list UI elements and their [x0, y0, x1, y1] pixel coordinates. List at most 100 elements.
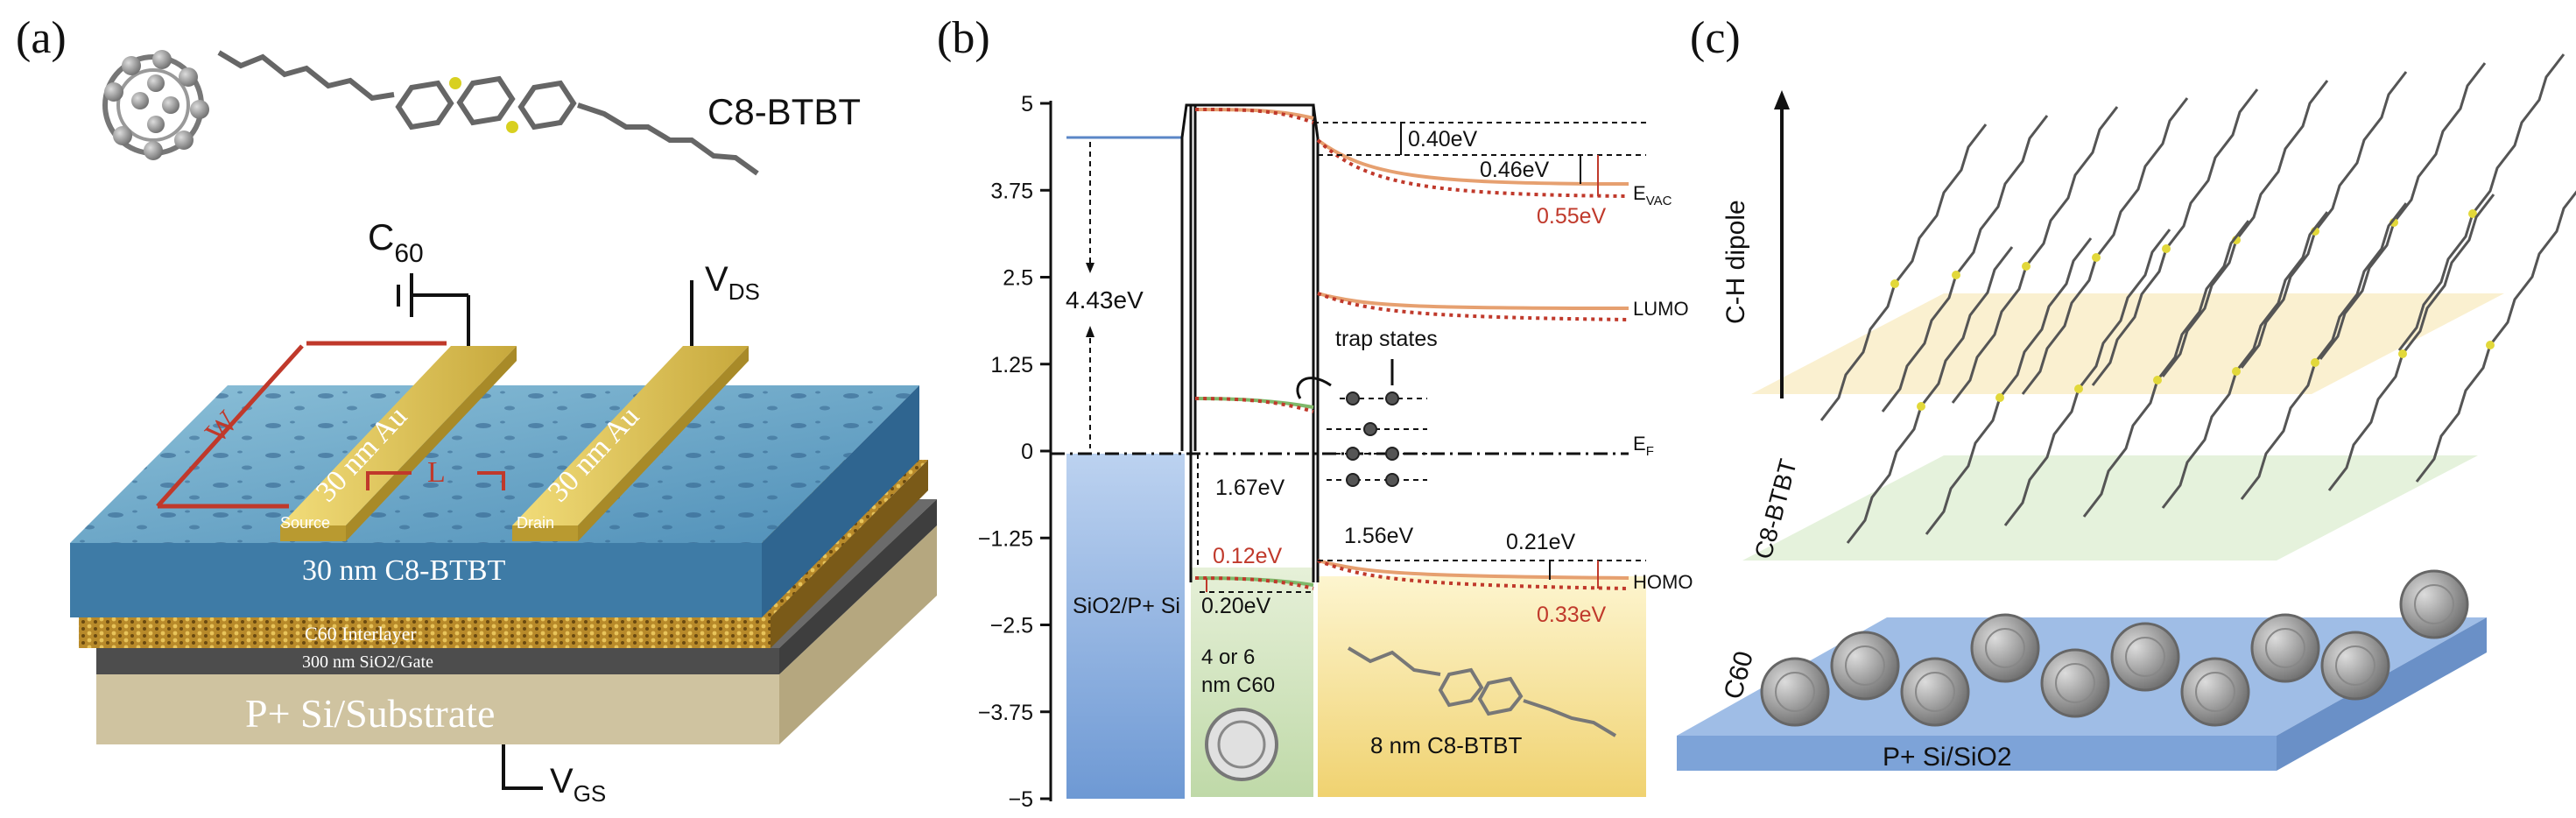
sulfur-atom-icon: [2022, 262, 2031, 271]
reference-dashes: [1200, 122, 1646, 593]
molecule-chain: [2397, 53, 2565, 351]
vgs-wire: [502, 744, 543, 790]
c60-ball-icon: [2320, 631, 2390, 701]
homo-label: HOMO: [1633, 571, 1693, 593]
c60-ball-icon: [2040, 648, 2110, 718]
sulfur-atom-icon: [2162, 244, 2171, 253]
panel-c: (c) P+ Si/SiO2 C-H dipole C8-BTBT C60: [1677, 13, 2576, 772]
c60-ball-icon: [1830, 631, 1900, 701]
c60-ball-icon: [2180, 657, 2250, 727]
c60-ball-icon: [1970, 613, 2040, 683]
source-electrode: [280, 346, 517, 541]
trap-states-label: trap states: [1335, 327, 1438, 351]
sulfur-atom-icon: [2486, 341, 2495, 349]
l-label: L: [427, 456, 446, 489]
y-tick-label: −2.5: [990, 614, 1033, 638]
sulfur-atom-icon: [2468, 209, 2477, 218]
annotation-012: 0.12eV: [1213, 544, 1283, 568]
panel-a-label: (a): [16, 13, 67, 63]
arrowhead-icon: [1774, 90, 1790, 109]
btbt-region-label: 8 nm C8-BTBT: [1370, 732, 1522, 758]
molecule-name: C8-BTBT: [707, 91, 861, 132]
y-tick-label: −5: [1008, 787, 1033, 812]
c60-ball-inner: [2195, 672, 2235, 712]
c60-ball-inner: [2265, 628, 2305, 668]
panel-c-label: (c): [1690, 13, 1741, 63]
vds-label: VDS: [705, 260, 760, 305]
sulfur-atom-icon: [506, 121, 518, 133]
drain-electrode: [512, 346, 749, 541]
molecule-chain: [2161, 211, 2329, 509]
y-tick-label: 3.75: [990, 179, 1033, 203]
annotation-443: 4.43eV: [1066, 286, 1144, 314]
molecule-chain: [2240, 202, 2408, 500]
annotation-055: 0.55eV: [1537, 204, 1607, 229]
y-tick-label: −3.75: [978, 701, 1033, 725]
trap-electrons: [1346, 391, 1399, 487]
substrate-label-c: P+ Si/SiO2: [1883, 743, 2012, 772]
y-tick-label: 1.25: [990, 353, 1033, 377]
sulfur-atom-icon: [2092, 253, 2101, 262]
sulfur-atom-icon: [1995, 393, 2004, 402]
arrowhead-icon: [1086, 263, 1094, 273]
molecule-chain: [2091, 88, 2259, 386]
molecule-chain: [1881, 115, 2049, 413]
ef-label: EF: [1633, 433, 1654, 459]
interlayer-label: C60 Interlayer: [305, 623, 417, 645]
c60-ball-inner: [1915, 672, 1955, 712]
sulfur-atom-icon: [2074, 384, 2083, 393]
sulfur-atom-icon: [2232, 367, 2241, 376]
sulfur-atom-icon: [1952, 271, 1960, 279]
panel-a: (a) C8-BTBT C60: [16, 13, 937, 807]
c60-ball-icon: [2399, 569, 2469, 639]
trap-arrow: [1296, 377, 1332, 399]
molecule-chain: [1951, 106, 2119, 404]
molecule-chain: [2327, 194, 2495, 491]
sulfur-atom-icon: [2311, 358, 2319, 367]
molecule-chain: [1819, 123, 1988, 421]
c60-ball-icon: [1760, 657, 1830, 727]
c60-ball-inner: [1775, 672, 1815, 712]
c60-ball-inner: [2055, 663, 2095, 703]
oxide-label: 300 nm SiO2/Gate: [302, 652, 433, 672]
trap-state-markers: [1327, 398, 1427, 481]
sulfur-atom-icon: [1917, 402, 1925, 411]
btbt-plane-upper: [1751, 293, 2504, 394]
panel-b: (b) 5 3.75 2.5 1.25 0 −1.25 −2.5 −3.75 −5 SiO2/P…: [937, 13, 1693, 812]
sio2-region-label: SiO2/P+ Si: [1073, 594, 1180, 618]
y-tick-label: 0: [1021, 440, 1033, 464]
w-dimension-arrow: [156, 341, 447, 509]
molecule-chain: [2003, 229, 2171, 526]
molecule-chain: [1846, 246, 2014, 544]
y-tick-label: 2.5: [1003, 266, 1033, 291]
c60-ball-inner: [2125, 637, 2165, 677]
c60-region-label-1: 4 or 6: [1201, 645, 1255, 669]
molecule-chain: [2021, 97, 2189, 395]
annotation-020: 0.20eV: [1201, 594, 1271, 618]
molecule-chain: [2082, 220, 2250, 518]
lumo-label: LUMO: [1633, 298, 1689, 320]
btbt-plane-lower: [1742, 455, 2478, 561]
c60-ball-inner: [1985, 628, 2025, 668]
btbt-molecule-chains: [1819, 53, 2576, 544]
c60-ball-inner: [2414, 584, 2454, 624]
annotation-040: 0.40eV: [1408, 127, 1478, 152]
c60-ball-inner: [1845, 645, 1885, 686]
molecule-chain: [2240, 71, 2408, 369]
c60-ball-icon: [2110, 622, 2180, 692]
annotation-021: 0.21eV: [1506, 530, 1576, 554]
y-tick-label: −1.25: [978, 526, 1033, 551]
sulfur-atom-icon: [2153, 376, 2162, 384]
annotation-046: 0.46eV: [1480, 158, 1550, 182]
arrowhead-icon: [1086, 326, 1094, 337]
film-label: 30 nm C8-BTBT: [302, 554, 506, 587]
molecule-chain: [2415, 190, 2576, 483]
annotation-167: 1.67eV: [1215, 476, 1285, 500]
btbt-film: [70, 385, 919, 617]
c60-cluster: [1760, 569, 2469, 727]
dipole-label: C-H dipole: [1721, 200, 1750, 324]
c60-label: C60: [368, 216, 424, 268]
sulfur-atom-icon: [1890, 279, 1899, 288]
sulfur-atom-icon: [449, 77, 461, 89]
